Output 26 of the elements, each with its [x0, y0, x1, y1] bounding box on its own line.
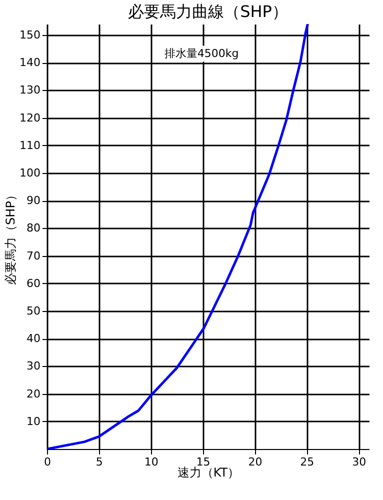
y-tick-label: 110	[20, 138, 40, 152]
y-axis-title: 必要馬力（SHP）	[4, 189, 18, 285]
y-tick-label: 70	[26, 249, 40, 262]
x-tick-label: 5	[96, 456, 103, 468]
x-tick-label: 0	[44, 456, 51, 468]
chart-title: 必要馬力曲線（SHP）	[128, 2, 288, 21]
y-tick-label: 30	[26, 360, 40, 373]
y-tick-label: 50	[26, 304, 40, 318]
x-axis-title: 速力（KT）	[177, 466, 240, 480]
y-tick-label: 100	[20, 166, 40, 180]
y-tick-label: 10	[26, 414, 40, 428]
x-tick-label: 15	[196, 456, 210, 468]
x-tick-label: 25	[300, 456, 314, 468]
y-tick-label: 140	[20, 56, 40, 70]
y-tick-label: 150	[20, 28, 40, 42]
x-tick-label: 10	[144, 456, 158, 468]
y-tick-label: 120	[20, 111, 40, 124]
y-tick-label: 90	[26, 194, 40, 208]
y-tick-label: 60	[26, 276, 40, 290]
x-tick-label: 30	[352, 456, 366, 468]
y-tick-label: 20	[26, 387, 40, 400]
y-tick-label: 80	[26, 222, 40, 235]
annotation: 排水量4500kg	[164, 46, 239, 60]
x-tick-label: 20	[248, 456, 262, 468]
y-tick-label: 40	[26, 332, 40, 346]
y-tick-label: 130	[20, 84, 40, 97]
